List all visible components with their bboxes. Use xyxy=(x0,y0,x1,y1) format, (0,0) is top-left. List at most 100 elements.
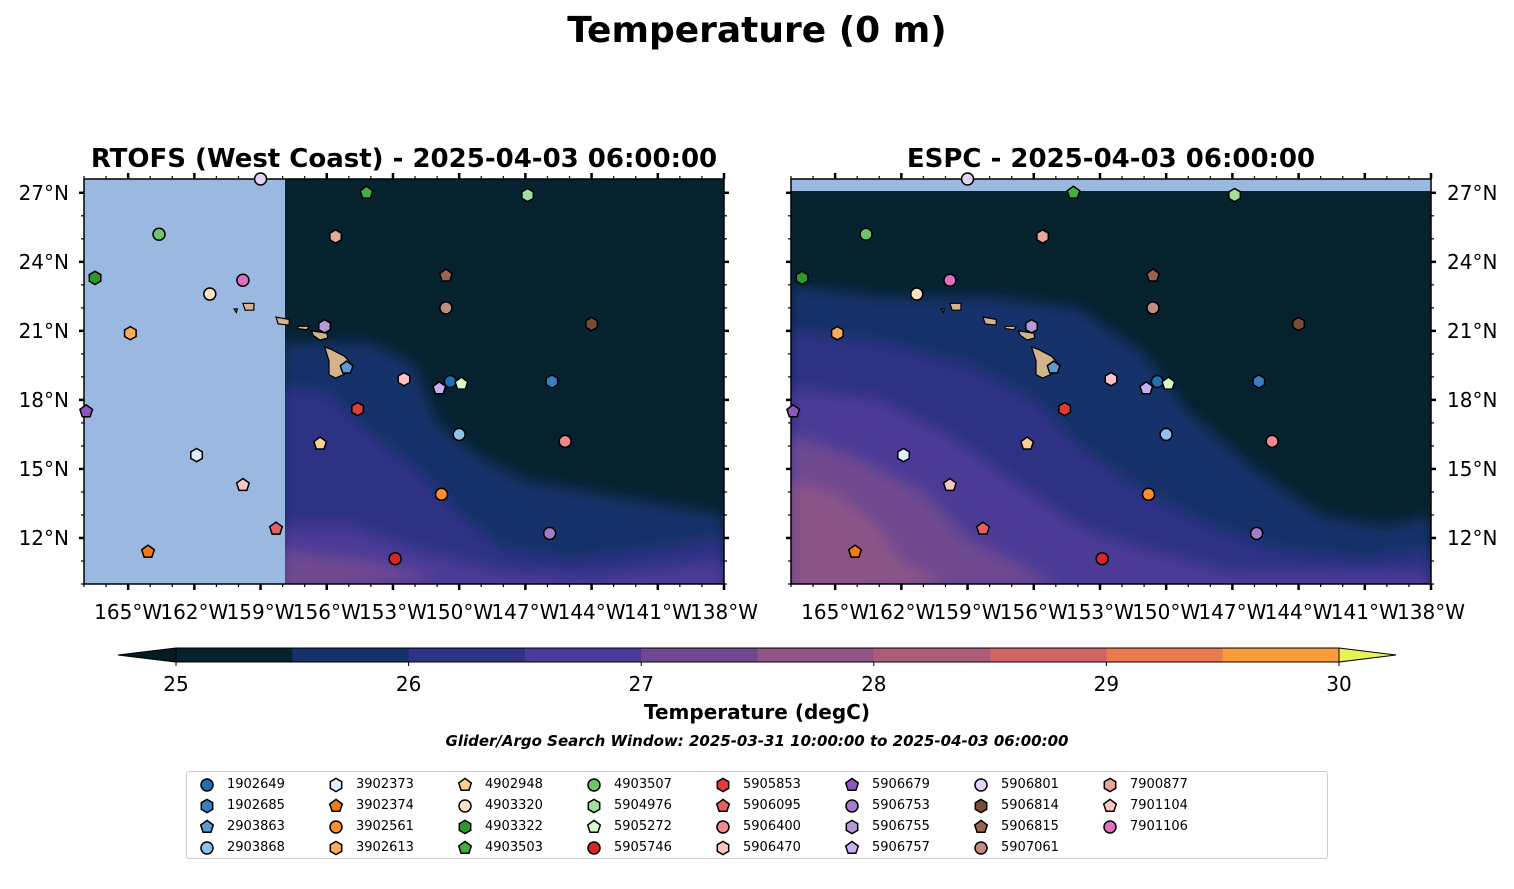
legend-label: 2903868 xyxy=(227,840,285,855)
lon-tick-label: 150°W xyxy=(1132,600,1200,624)
float-marker-5906753 xyxy=(1249,526,1264,541)
colorbar-bin xyxy=(641,648,758,662)
legend-label: 3902613 xyxy=(356,840,414,855)
map-rtofs-axes: 27°N24°N21°N18°N15°N12°N165°W162°W159°W1… xyxy=(19,173,758,624)
legend-label: 4903503 xyxy=(485,840,543,855)
float-marker-3902374 xyxy=(140,544,156,558)
float-marker-5906757 xyxy=(1139,380,1154,395)
lon-tick-label: 141°W xyxy=(624,600,692,624)
lat-tick-label: 24°N xyxy=(19,250,69,274)
float-marker-1902685 xyxy=(1252,374,1266,389)
legend-label: 3902374 xyxy=(356,798,414,813)
search-window-note: Glider/Argo Search Window: 2025-03-31 10… xyxy=(446,732,1069,750)
legend-label: 5905853 xyxy=(743,777,801,792)
map-rtofs-field xyxy=(84,179,724,584)
float-marker-7901104 xyxy=(235,477,251,492)
legend-marker-4903507 xyxy=(587,778,601,792)
colorbar-bin xyxy=(408,648,526,662)
lon-tick-label: 153°W xyxy=(1066,600,1134,624)
legend-marker-1902649 xyxy=(200,778,214,792)
map-rtofs: RTOFS (West Coast) - 2025-04-03 06:00:00… xyxy=(19,144,759,624)
map-rtofs-floats xyxy=(79,172,599,566)
float-marker-4902948 xyxy=(313,436,328,450)
legend-marker-3902374 xyxy=(328,798,344,813)
legend-marker-3902561 xyxy=(329,820,343,834)
lon-tick-label: 156°W xyxy=(293,600,361,624)
float-marker-3902373 xyxy=(897,447,911,463)
legend-label: 5906095 xyxy=(743,798,801,813)
float-marker-3902374 xyxy=(847,544,863,558)
legend-label: 5906400 xyxy=(743,819,801,834)
float-marker-4903503 xyxy=(1066,185,1081,199)
lat-tick-label: 12°N xyxy=(1447,526,1497,550)
legend-marker-1902685 xyxy=(200,798,214,814)
legend-label: 5906815 xyxy=(1001,819,1059,834)
float-marker-3902373 xyxy=(190,447,204,463)
colorbar-bin xyxy=(1222,648,1340,662)
float-marker-5906679 xyxy=(786,403,801,418)
legend-marker-5905272 xyxy=(586,819,602,834)
float-marker-5906755 xyxy=(318,318,332,334)
lon-tick-label: 156°W xyxy=(1000,600,1068,624)
float-marker-4903322 xyxy=(795,270,809,286)
lat-tick-label: 18°N xyxy=(19,388,69,412)
float-marker-5905746 xyxy=(388,551,402,566)
legend-label: 4902948 xyxy=(485,777,543,792)
map-espc-floats xyxy=(786,172,1306,566)
map-espc-field xyxy=(791,179,1431,584)
colorbar-tick-label: 26 xyxy=(396,672,421,696)
legend-label: 4903320 xyxy=(485,798,543,813)
float-marker-5906814 xyxy=(585,316,599,332)
float-marker-5906400 xyxy=(1265,434,1279,449)
map-rtofs-frame xyxy=(83,178,725,585)
lon-tick-label: 138°W xyxy=(690,600,758,624)
float-marker-3902561 xyxy=(434,487,449,502)
legend-label: 5906753 xyxy=(872,798,930,813)
float-marker-5906815 xyxy=(438,268,454,282)
lon-tick-label: 162°W xyxy=(160,600,228,624)
colorbar-tick-label: 29 xyxy=(1094,672,1119,696)
float-marker-2903863 xyxy=(1046,360,1061,374)
lat-tick-label: 21°N xyxy=(1447,319,1497,343)
float-marker-2903868 xyxy=(452,427,466,442)
colorbar-tick-label: 30 xyxy=(1326,672,1351,696)
legend-marker-5906815 xyxy=(973,819,989,834)
lon-tick-label: 165°W xyxy=(801,600,869,624)
legend-label: 7901104 xyxy=(1130,798,1188,813)
legend-marker-5907061 xyxy=(974,841,988,855)
float-marker-3902613 xyxy=(123,325,137,341)
legend-marker-5906095 xyxy=(715,798,731,813)
float-marker-5906470 xyxy=(397,371,411,387)
colorbar-tick-label: 27 xyxy=(628,672,653,696)
float-marker-5906801 xyxy=(253,172,268,186)
float-marker-5906470 xyxy=(1104,371,1118,387)
legend-label: 4903507 xyxy=(614,777,672,792)
float-marker-4903320 xyxy=(910,287,924,301)
float-marker-5906801 xyxy=(960,172,975,186)
float-marker-2903863 xyxy=(339,360,354,374)
float-marker-7900877 xyxy=(329,229,343,244)
colorbar-bin xyxy=(1106,648,1224,662)
figure-title: Temperature (0 m) xyxy=(567,10,946,51)
legend-label: 3902561 xyxy=(356,819,414,834)
colorbar-bin xyxy=(757,648,875,662)
float-marker-5905746 xyxy=(1095,551,1109,566)
float-marker-4902948 xyxy=(1020,436,1035,450)
float-marker-2903868 xyxy=(1159,427,1173,442)
float-marker-5905272 xyxy=(454,376,469,390)
float-marker-5906095 xyxy=(975,521,991,535)
colorbar-bin xyxy=(990,648,1107,662)
float-marker-5906679 xyxy=(79,403,94,418)
legend-marker-5905853 xyxy=(716,777,730,793)
lon-tick-label: 144°W xyxy=(558,600,626,624)
legend-marker-5906801 xyxy=(974,778,988,792)
legend-marker-4903503 xyxy=(457,840,473,855)
float-marker-5906753 xyxy=(542,526,557,541)
float-marker-1902685 xyxy=(545,374,559,389)
float-marker-5906095 xyxy=(268,521,284,535)
lon-tick-label: 153°W xyxy=(359,600,427,624)
legend-marker-7900877 xyxy=(1103,777,1117,793)
lat-tick-label: 15°N xyxy=(1447,457,1497,481)
legend-label: 5904976 xyxy=(614,798,672,813)
map-espc-title: ESPC - 2025-04-03 06:00:00 xyxy=(907,144,1315,174)
